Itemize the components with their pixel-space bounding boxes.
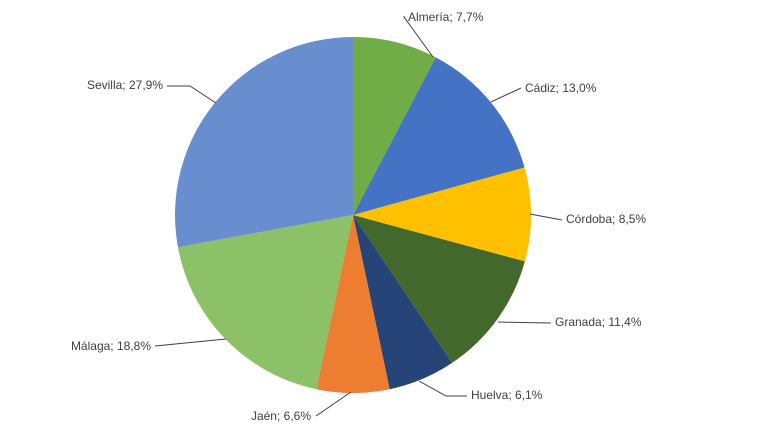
slice-label-almeria: Almería; 7,7% xyxy=(408,10,484,24)
leader-line-almeria xyxy=(403,16,434,58)
leader-line-granada xyxy=(497,321,552,324)
pie-slice-cadiz xyxy=(353,57,525,216)
leader-lines xyxy=(154,16,563,417)
leader-line-sevilla xyxy=(167,85,217,104)
slice-label-cadiz: Cádiz; 13,0% xyxy=(525,81,597,95)
slice-label-cordoba: Córdoba; 8,5% xyxy=(566,212,646,226)
slice-label-malaga: Málaga; 18,8% xyxy=(71,339,151,353)
leader-line-huelva xyxy=(418,380,467,397)
leader-line-cordoba xyxy=(529,213,563,221)
pie-slice-huelva xyxy=(353,215,453,390)
pie-slice-jaen xyxy=(316,215,390,394)
slice-labels: Almería; 7,7% Cádiz; 13,0% Córdoba; 8,5% Gr… xyxy=(71,10,646,423)
pie-slice-almeria xyxy=(353,37,436,215)
slice-label-granada: Granada; 11,4% xyxy=(555,315,642,329)
leader-line-malaga xyxy=(154,338,227,347)
slice-label-sevilla: Sevilla; 27,9% xyxy=(87,78,163,92)
pie-slices xyxy=(175,37,531,394)
pie-slice-cordoba xyxy=(353,167,531,262)
pie-slice-granada xyxy=(353,215,525,363)
slice-label-huelva: Huelva; 6,1% xyxy=(471,388,543,402)
pie-slice-malaga xyxy=(177,215,353,390)
leader-line-cadiz xyxy=(490,87,522,103)
pie-slice-sevilla xyxy=(175,37,353,248)
leader-line-jaen xyxy=(315,391,352,417)
slice-label-jaen: Jaén; 6,6% xyxy=(251,409,311,423)
